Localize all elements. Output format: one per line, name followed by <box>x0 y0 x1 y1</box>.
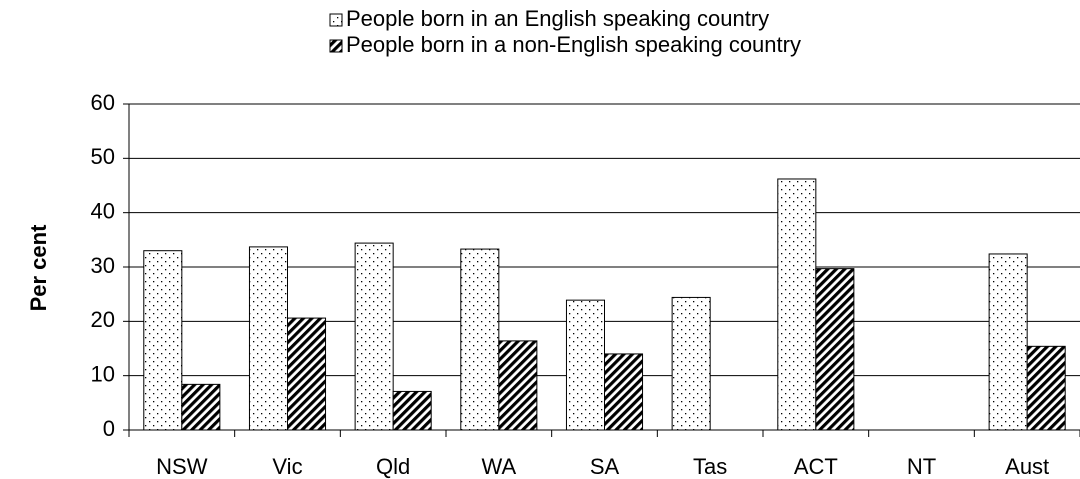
x-tick-label: WA <box>482 454 517 479</box>
legend-swatch <box>329 13 343 27</box>
y-tick-label: 40 <box>91 198 115 223</box>
y-tick-label: 30 <box>91 253 115 278</box>
legend-label: People born in a non-English speaking co… <box>346 32 801 57</box>
x-tick-label: ACT <box>794 454 838 479</box>
x-tick-label: NT <box>907 454 936 479</box>
bar <box>287 317 327 431</box>
legend-label: People born in an English speaking count… <box>346 6 769 31</box>
bar <box>354 242 394 431</box>
bar <box>671 296 711 431</box>
bar <box>460 248 500 431</box>
bar <box>181 383 221 431</box>
y-tick-label: 50 <box>91 144 115 169</box>
legend-swatch <box>329 39 343 53</box>
y-tick-label: 10 <box>91 361 115 386</box>
bar <box>498 340 538 431</box>
y-axis-label: Per cent <box>26 224 51 311</box>
x-tick-label: Vic <box>272 454 302 479</box>
x-tick-label: Tas <box>693 454 727 479</box>
bar <box>565 299 606 431</box>
bar <box>1026 345 1066 431</box>
x-tick-label: Qld <box>376 454 410 479</box>
bar <box>815 268 855 431</box>
bar <box>392 390 432 431</box>
y-tick-label: 0 <box>103 416 115 441</box>
y-tick-label: 20 <box>91 307 115 332</box>
bar <box>248 246 289 431</box>
x-tick-label: SA <box>590 454 620 479</box>
y-tick-label: 60 <box>91 90 115 115</box>
x-tick-label: NSW <box>156 454 208 479</box>
bar <box>988 253 1028 431</box>
bar <box>604 353 644 431</box>
bar <box>143 250 183 431</box>
bar <box>777 178 817 431</box>
x-tick-label: Aust <box>1005 454 1049 479</box>
